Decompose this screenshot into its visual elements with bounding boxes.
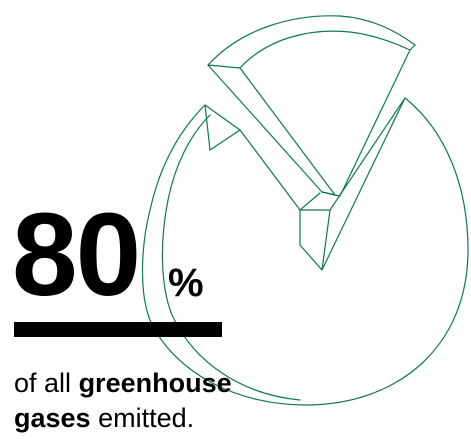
slice-bottom-edge <box>321 191 336 196</box>
pie-cut-edge-right <box>299 97 406 211</box>
pie-main-inner-arc <box>161 114 301 401</box>
pie-center-edge <box>299 209 331 271</box>
caption-lead: of all <box>14 368 72 398</box>
caption-bold-2: gases <box>14 403 91 433</box>
caption-bold-1: greenhouse <box>78 368 232 398</box>
stat-unit: % <box>168 261 204 305</box>
pie-center-vertical <box>321 97 406 271</box>
pie-cut-face <box>204 104 241 151</box>
caption-tail: emitted. <box>98 403 195 433</box>
stat-value: 80 <box>12 189 141 321</box>
slice-inner-arc <box>239 30 411 69</box>
slice-right-face <box>334 44 416 197</box>
stat-caption: of all greenhouse gases emitted. <box>14 366 314 436</box>
stat-divider <box>14 322 222 337</box>
pie-cut-edge-left <box>239 129 321 211</box>
slice-top-arc <box>207 15 416 66</box>
pie-main-outer-arc <box>141 97 469 406</box>
slice-left-face <box>207 64 336 196</box>
pie-outline-group <box>141 15 469 406</box>
